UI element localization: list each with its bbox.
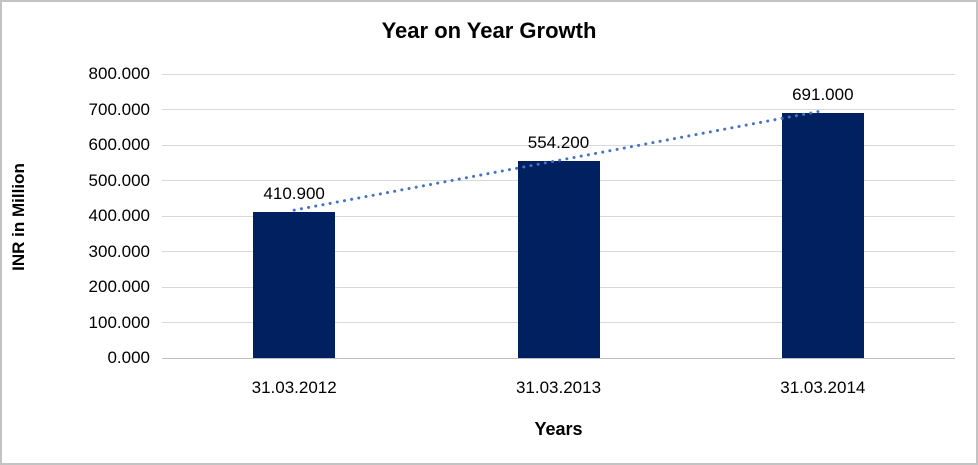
y-tick-label: 0.000 (107, 348, 150, 367)
bar-value-label: 691.000 (792, 84, 854, 104)
x-tick-label: 31.03.2012 (251, 378, 337, 397)
bar-value-label: 410.900 (263, 184, 325, 204)
y-tick-label: 500.000 (88, 170, 150, 190)
y-tick-label: 800.000 (88, 64, 150, 83)
y-tick-label: 600.000 (88, 135, 150, 154)
bar (781, 112, 864, 358)
x-tick-label: 31.03.2013 (515, 378, 602, 397)
gridline (162, 73, 955, 75)
chart-title: Year on Year Growth (381, 18, 597, 43)
x-tick-label: 31.03.2014 (780, 378, 866, 397)
x-axis-line (162, 357, 955, 359)
gridline (162, 109, 955, 110)
y-tick-label: 700.000 (88, 99, 150, 119)
x-axis-title: Years (534, 419, 583, 439)
y-tick-label: 200.000 (88, 277, 150, 296)
y-tick-label: 300.000 (88, 241, 150, 261)
y-axis-title: INR in Million (9, 163, 28, 271)
bar (517, 161, 600, 358)
bar-value-label: 554.200 (527, 133, 590, 153)
y-tick-label: 400.000 (88, 206, 150, 225)
bar (253, 212, 336, 358)
y-tick-label: 100.000 (88, 312, 150, 332)
